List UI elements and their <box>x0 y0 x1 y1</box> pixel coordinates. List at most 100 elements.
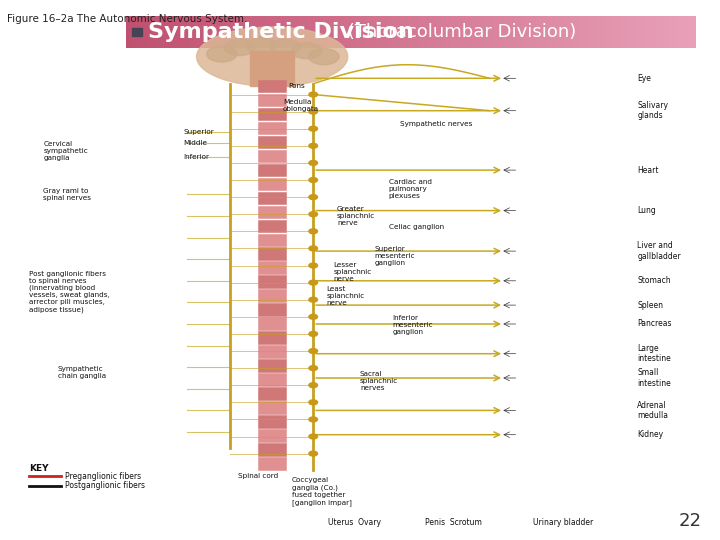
Bar <box>564 16 567 48</box>
Bar <box>420 16 423 48</box>
Bar <box>670 16 672 48</box>
Bar <box>253 16 256 48</box>
Ellipse shape <box>309 280 318 285</box>
Bar <box>371 16 373 48</box>
Text: Inferior
mesenteric
ganglion: Inferior mesenteric ganglion <box>392 315 433 335</box>
Ellipse shape <box>309 297 318 302</box>
Bar <box>573 16 576 48</box>
Bar <box>608 16 611 48</box>
Bar <box>293 16 295 48</box>
Bar <box>175 16 178 48</box>
Bar <box>615 16 618 48</box>
Bar <box>408 16 411 48</box>
Bar <box>333 16 336 48</box>
Bar <box>516 16 519 48</box>
Bar <box>374 16 377 48</box>
Bar <box>258 261 286 274</box>
Bar <box>418 16 420 48</box>
Bar <box>545 16 548 48</box>
Bar <box>566 16 569 48</box>
Bar <box>547 16 549 48</box>
Bar <box>289 16 292 48</box>
Ellipse shape <box>225 39 255 56</box>
Bar <box>659 16 662 48</box>
Bar <box>473 16 476 48</box>
Bar <box>526 16 528 48</box>
Bar <box>294 16 297 48</box>
Bar <box>194 16 197 48</box>
Text: Middle: Middle <box>184 140 207 146</box>
Bar <box>471 16 474 48</box>
Bar <box>536 16 538 48</box>
Bar <box>657 16 660 48</box>
Text: Heart: Heart <box>637 166 659 174</box>
Bar <box>541 16 544 48</box>
Bar <box>135 16 138 48</box>
Bar <box>629 16 631 48</box>
Text: Liver and
gallbladder: Liver and gallbladder <box>637 241 681 261</box>
Ellipse shape <box>309 417 318 422</box>
Ellipse shape <box>309 349 318 354</box>
Bar <box>350 16 352 48</box>
Text: Salivary
glands: Salivary glands <box>637 101 668 120</box>
Ellipse shape <box>309 400 318 405</box>
Bar <box>369 16 372 48</box>
Text: Least
splanchnic
nerve: Least splanchnic nerve <box>326 286 364 306</box>
Bar <box>380 16 383 48</box>
Bar <box>325 16 328 48</box>
Bar <box>310 16 312 48</box>
Bar <box>606 16 608 48</box>
Bar <box>549 16 552 48</box>
Bar <box>551 16 554 48</box>
Bar <box>154 16 157 48</box>
Bar <box>454 16 456 48</box>
Bar <box>423 16 426 48</box>
Text: Celiac ganglion: Celiac ganglion <box>389 224 444 230</box>
Bar <box>611 16 614 48</box>
Bar <box>134 16 136 48</box>
Bar <box>323 16 325 48</box>
Bar <box>602 16 605 48</box>
Bar <box>356 16 358 48</box>
Bar <box>596 16 599 48</box>
Text: Sympathetic
chain ganglia: Sympathetic chain ganglia <box>58 366 106 379</box>
Bar <box>524 16 527 48</box>
Bar <box>687 16 690 48</box>
Bar <box>174 16 176 48</box>
Bar <box>168 16 171 48</box>
Ellipse shape <box>309 366 318 370</box>
Ellipse shape <box>309 263 318 268</box>
Bar <box>583 16 585 48</box>
Bar <box>365 16 367 48</box>
Bar <box>284 16 286 48</box>
Text: Coccygeal
ganglia (Co.)
fused together
[ganglion impar]: Coccygeal ganglia (Co.) fused together [… <box>292 477 351 505</box>
Bar <box>222 16 225 48</box>
Bar <box>200 16 202 48</box>
Text: 22: 22 <box>679 512 702 530</box>
Bar <box>291 16 294 48</box>
Bar <box>268 16 271 48</box>
Bar <box>390 16 392 48</box>
Ellipse shape <box>309 143 318 148</box>
Bar <box>242 16 244 48</box>
Bar <box>486 16 489 48</box>
Bar <box>587 16 590 48</box>
Bar <box>441 16 444 48</box>
Bar <box>444 16 447 48</box>
Bar <box>179 16 181 48</box>
Bar <box>185 16 187 48</box>
Text: Eye: Eye <box>637 74 651 83</box>
Bar <box>270 16 273 48</box>
Text: Superior: Superior <box>184 129 215 136</box>
Bar <box>600 16 603 48</box>
Bar <box>196 16 199 48</box>
Bar <box>329 16 331 48</box>
Bar <box>625 16 627 48</box>
Bar <box>469 16 472 48</box>
Bar <box>439 16 441 48</box>
Text: Lesser
splanchnic
nerve: Lesser splanchnic nerve <box>333 261 372 282</box>
Bar <box>258 192 286 204</box>
Bar <box>308 16 310 48</box>
Bar <box>126 16 129 48</box>
Bar <box>258 150 286 162</box>
